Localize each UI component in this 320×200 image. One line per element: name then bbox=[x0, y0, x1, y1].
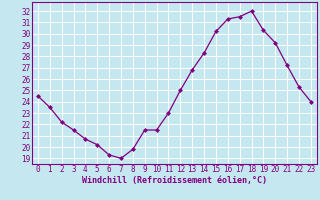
X-axis label: Windchill (Refroidissement éolien,°C): Windchill (Refroidissement éolien,°C) bbox=[82, 176, 267, 185]
